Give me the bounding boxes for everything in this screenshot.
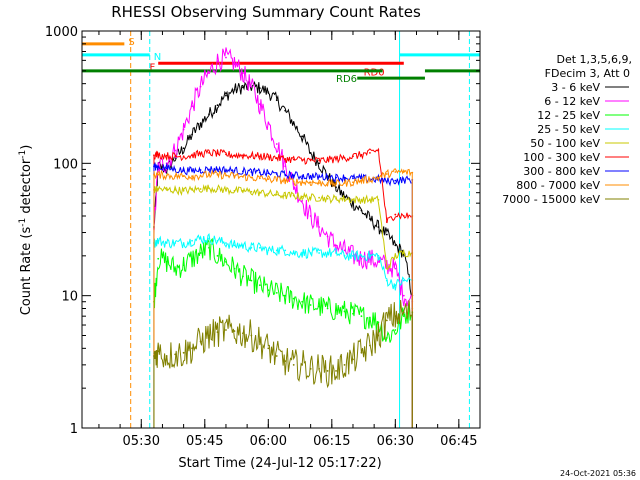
data-point xyxy=(267,347,270,350)
chart-title: RHESSI Observing Summary Count Rates xyxy=(111,3,421,21)
data-point xyxy=(275,143,278,145)
legend-entry-label: 7000 - 15000 keV xyxy=(502,193,600,206)
y-axis-label-mid: detector xyxy=(19,158,34,218)
data-point xyxy=(225,94,227,97)
y-axis-label: Count Rate (s-1 detector-1) xyxy=(18,145,34,316)
data-point xyxy=(182,147,185,150)
data-point xyxy=(216,104,219,107)
y-axis-label-sup2: -1 xyxy=(18,150,28,159)
data-point xyxy=(258,246,261,249)
data-point xyxy=(318,162,321,165)
data-point xyxy=(369,151,371,154)
data-point xyxy=(394,244,397,247)
y-tick-label: 100 xyxy=(53,157,78,172)
y-tick-label: 1 xyxy=(70,422,78,437)
y-tick-label: 1000 xyxy=(45,25,78,40)
data-point xyxy=(309,159,312,162)
data-point xyxy=(318,252,321,254)
legend-header-line-1: Det 1,3,5,6,9, xyxy=(556,53,632,66)
data-point xyxy=(250,85,253,88)
data-point xyxy=(284,249,287,252)
data-point xyxy=(309,304,312,306)
data-point xyxy=(258,284,261,287)
data-point xyxy=(191,239,193,242)
data-point xyxy=(157,257,160,260)
y-axis-label-end: ) xyxy=(19,145,34,150)
legend-entry-label: 25 - 50 keV xyxy=(537,123,600,136)
data-point xyxy=(385,319,388,322)
data-point xyxy=(394,213,397,216)
data-point xyxy=(225,242,227,244)
data-point xyxy=(225,56,227,59)
legend-entry-label: 100 - 300 keV xyxy=(523,151,600,164)
y-axis-label-main: Count Rate (s xyxy=(19,227,34,316)
data-point xyxy=(182,189,185,192)
legend-entry-label: 6 - 12 keV xyxy=(544,95,600,108)
data-point xyxy=(275,355,278,357)
data-point xyxy=(360,315,363,318)
series-line xyxy=(153,299,412,389)
data-point xyxy=(292,363,295,366)
footer-date: 24-Oct-2021 05:36 xyxy=(560,469,636,478)
x-tick-label: 06:45 xyxy=(440,434,477,449)
legend-entry-label: 12 - 25 keV xyxy=(537,109,600,122)
series-line xyxy=(153,237,412,343)
data-point xyxy=(402,294,405,297)
series-line xyxy=(153,184,412,271)
data-point xyxy=(394,179,397,182)
legend-entry-label: 800 - 7000 keV xyxy=(516,179,600,192)
x-tick-label: 06:15 xyxy=(313,434,350,449)
y-axis-label-sup1: -1 xyxy=(18,218,28,227)
data-point xyxy=(343,363,346,366)
flag-label: N xyxy=(154,52,161,63)
x-tick-label: 06:00 xyxy=(250,434,287,449)
legend-entry-label: 3 - 6 keV xyxy=(551,81,600,94)
data-point xyxy=(326,307,329,310)
data-point xyxy=(275,291,278,294)
data-point xyxy=(301,135,304,138)
data-point xyxy=(385,173,388,175)
flag-label: S xyxy=(128,37,134,48)
data-point xyxy=(352,177,354,180)
data-point xyxy=(394,171,397,173)
data-point xyxy=(250,279,253,282)
y-tick-label: 10 xyxy=(61,290,78,305)
flag-label: F xyxy=(149,62,155,73)
x-tick-label: 05:45 xyxy=(186,434,223,449)
data-point xyxy=(225,329,227,331)
series-line xyxy=(153,147,412,224)
series-line xyxy=(153,168,412,188)
data-point xyxy=(335,370,337,372)
data-point xyxy=(182,351,185,354)
data-point xyxy=(394,329,397,331)
data-point xyxy=(394,267,397,270)
data-point xyxy=(352,254,354,257)
series-8 xyxy=(153,299,414,428)
legend-header-line-2: FDecim 3, Att 0 xyxy=(545,67,630,80)
data-point xyxy=(199,188,202,190)
series-line xyxy=(153,233,412,291)
plot-frame xyxy=(81,30,481,429)
data-point xyxy=(326,370,329,372)
x-axis-label: Start Time (24-Jul-12 05:17:22) xyxy=(178,456,381,471)
legend: Det 1,3,5,6,9, FDecim 3, Att 0 3 - 6 keV… xyxy=(502,53,632,206)
data-point xyxy=(326,197,329,200)
legend-entry-label: 50 - 100 keV xyxy=(530,137,600,150)
data-point xyxy=(318,196,321,199)
x-tick-label: 05:30 xyxy=(123,434,160,449)
legend-entry-label: 300 - 800 keV xyxy=(523,165,600,178)
series-line xyxy=(153,78,412,296)
data-point xyxy=(258,177,261,180)
flag-label: RD6 xyxy=(336,74,357,85)
flag-label: RD0 xyxy=(364,67,385,78)
data-point xyxy=(216,254,219,257)
data-point xyxy=(385,233,388,236)
x-tick-label: 06:30 xyxy=(377,434,414,449)
data-point xyxy=(250,190,253,193)
